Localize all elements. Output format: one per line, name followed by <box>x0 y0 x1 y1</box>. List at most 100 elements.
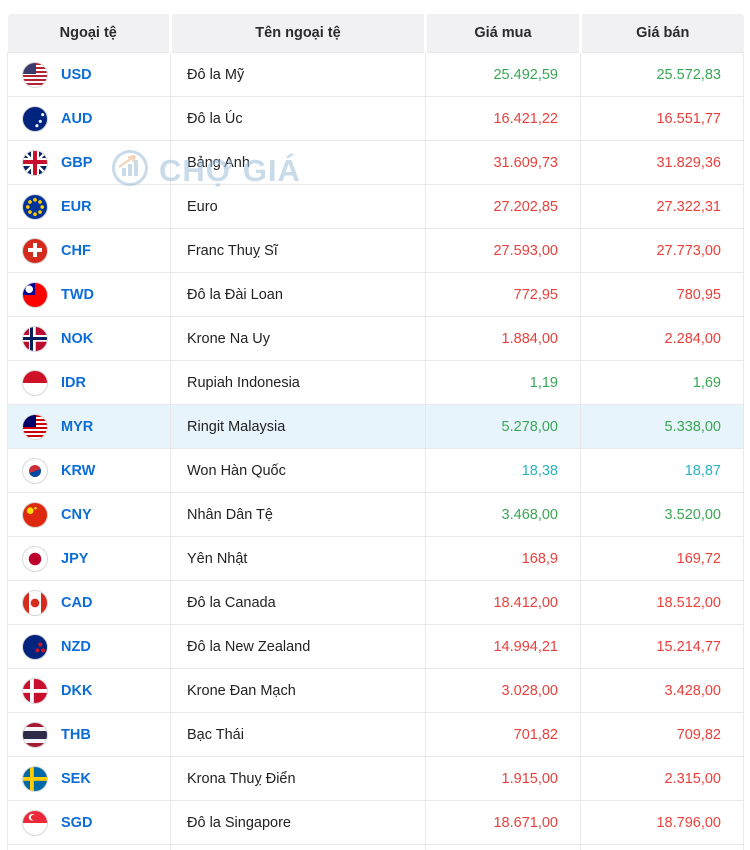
sell-price <box>580 844 744 850</box>
buy-price: 3.468,00 <box>425 492 581 537</box>
currency-code[interactable]: CHF <box>61 242 91 259</box>
currency-code[interactable]: NZD <box>61 638 91 655</box>
table-row[interactable]: MYR Ringit Malaysia 5.278,00 5.338,00 <box>7 404 744 449</box>
buy-price: 27.593,00 <box>425 228 581 273</box>
currency-name: Franc Thuỵ Sĩ <box>170 228 426 273</box>
buy-price: 27.202,85 <box>425 184 581 229</box>
buy-price: 772,95 <box>425 272 581 317</box>
currency-code[interactable]: CAD <box>61 594 93 611</box>
sell-price: 18.512,00 <box>580 580 744 625</box>
sell-price: 780,95 <box>580 272 744 317</box>
table-row[interactable]: USD Đô la Mỹ 25.492,59 25.572,83 <box>7 52 744 97</box>
currency-name: Bạc Thái <box>170 712 426 757</box>
currency-name: Đô la Đài Loan <box>170 272 426 317</box>
currency-flag-icon <box>22 61 48 88</box>
table-row[interactable]: SEK Krona Thuỵ Điển 1.915,00 2.315,00 <box>7 756 744 801</box>
currency-code[interactable]: TWD <box>61 286 95 303</box>
currency-code[interactable]: AUD <box>61 110 93 127</box>
currency-name: Đô la Mỹ <box>170 52 426 97</box>
currency-name: Krone Na Uy <box>170 316 426 361</box>
currency-code[interactable]: SEK <box>61 770 91 787</box>
sell-price: 18.796,00 <box>580 800 744 845</box>
sell-price: 2.315,00 <box>580 756 744 801</box>
buy-price: 168,9 <box>425 536 581 581</box>
table-row[interactable]: KRW Won Hàn Quốc 18,38 18,87 <box>7 448 744 493</box>
sell-price: 2.284,00 <box>580 316 744 361</box>
sell-price: 27.773,00 <box>580 228 744 273</box>
currency-name: Krone Đan Mạch <box>170 668 426 713</box>
currency-name: Nhân Dân Tệ <box>170 492 426 537</box>
table-row[interactable]: CHF Franc Thuỵ Sĩ 27.593,00 27.773,00 <box>7 228 744 273</box>
currency-name: Krona Thuỵ Điển <box>170 756 426 801</box>
currency-code[interactable]: KRW <box>61 462 96 479</box>
currency-code[interactable]: IDR <box>61 374 86 391</box>
currency-name: Won Hàn Quốc <box>170 448 426 493</box>
table-row[interactable]: JPY Yên Nhật 168,9 169,72 <box>7 536 744 581</box>
currency-flag-icon <box>22 633 48 660</box>
currency-name <box>170 844 426 850</box>
currency-name: Đô la Singapore <box>170 800 426 845</box>
currency-flag-icon <box>22 721 48 748</box>
currency-code[interactable]: EUR <box>61 198 92 215</box>
table-row[interactable]: THB Bạc Thái 701,82 709,82 <box>7 712 744 757</box>
table-row[interactable]: CNY Nhân Dân Tệ 3.468,00 3.520,00 <box>7 492 744 537</box>
buy-price: 1,19 <box>425 360 581 405</box>
buy-price: 701,82 <box>425 712 581 757</box>
exchange-rate-table: Ngoại tệ Tên ngoại tệ Giá mua Giá bán US… <box>7 14 744 850</box>
currency-name: Yên Nhật <box>170 536 426 581</box>
currency-flag-icon <box>22 809 48 836</box>
sell-price: 3.428,00 <box>580 668 744 713</box>
table-row[interactable]: GBP Bảng Anh 31.609,73 31.829,36 <box>7 140 744 185</box>
currency-flag-icon <box>22 193 48 220</box>
currency-code[interactable]: NOK <box>61 330 94 347</box>
table-row[interactable]: TWD Đô la Đài Loan 772,95 780,95 <box>7 272 744 317</box>
buy-price: 16.421,22 <box>425 96 581 141</box>
table-row[interactable]: AUD Đô la Úc 16.421,22 16.551,77 <box>7 96 744 141</box>
buy-price: 18.671,00 <box>425 800 581 845</box>
currency-flag-icon <box>22 545 48 572</box>
currency-code[interactable]: CNY <box>61 506 92 523</box>
currency-code[interactable]: SGD <box>61 814 93 831</box>
table-row[interactable] <box>7 844 744 850</box>
currency-name: Rupiah Indonesia <box>170 360 426 405</box>
currency-name: Đô la New Zealand <box>170 624 426 669</box>
sell-price: 27.322,31 <box>580 184 744 229</box>
table-row[interactable]: NOK Krone Na Uy 1.884,00 2.284,00 <box>7 316 744 361</box>
table-row[interactable]: IDR Rupiah Indonesia 1,19 1,69 <box>7 360 744 405</box>
currency-code[interactable]: USD <box>61 66 92 83</box>
buy-price: 1.915,00 <box>425 756 581 801</box>
currency-flag-icon <box>22 413 48 440</box>
table-row[interactable]: DKK Krone Đan Mạch 3.028,00 3.428,00 <box>7 668 744 713</box>
table-row[interactable]: EUR Euro 27.202,85 27.322,31 <box>7 184 744 229</box>
currency-flag-icon <box>22 501 48 528</box>
header-buy-price: Giá mua <box>424 14 582 53</box>
currency-name: Bảng Anh <box>170 140 426 185</box>
header-sell-price: Giá bán <box>579 14 744 53</box>
buy-price: 31.609,73 <box>425 140 581 185</box>
header-currency: Ngoại tệ <box>7 14 172 53</box>
sell-price: 3.520,00 <box>580 492 744 537</box>
currency-code[interactable]: MYR <box>61 418 94 435</box>
currency-name: Đô la Canada <box>170 580 426 625</box>
currency-flag-icon <box>22 281 48 308</box>
buy-price: 25.492,59 <box>425 52 581 97</box>
currency-flag-icon <box>22 457 48 484</box>
currency-flag-icon <box>22 325 48 352</box>
buy-price <box>425 844 581 850</box>
header-currency-name: Tên ngoại tệ <box>169 14 427 53</box>
currency-flag-icon <box>22 149 48 176</box>
sell-price: 16.551,77 <box>580 96 744 141</box>
table-row[interactable]: SGD Đô la Singapore 18.671,00 18.796,00 <box>7 800 744 845</box>
currency-flag-icon <box>22 589 48 616</box>
sell-price: 5.338,00 <box>580 404 744 449</box>
currency-code[interactable]: THB <box>61 726 91 743</box>
currency-code[interactable]: JPY <box>61 550 89 567</box>
buy-price: 1.884,00 <box>425 316 581 361</box>
currency-code[interactable]: GBP <box>61 154 93 171</box>
currency-code[interactable]: DKK <box>61 682 93 699</box>
table-row[interactable]: NZD Đô la New Zealand 14.994,21 15.214,7… <box>7 624 744 669</box>
currency-flag-icon <box>22 677 48 704</box>
currency-name: Euro <box>170 184 426 229</box>
table-row[interactable]: CAD Đô la Canada 18.412,00 18.512,00 <box>7 580 744 625</box>
